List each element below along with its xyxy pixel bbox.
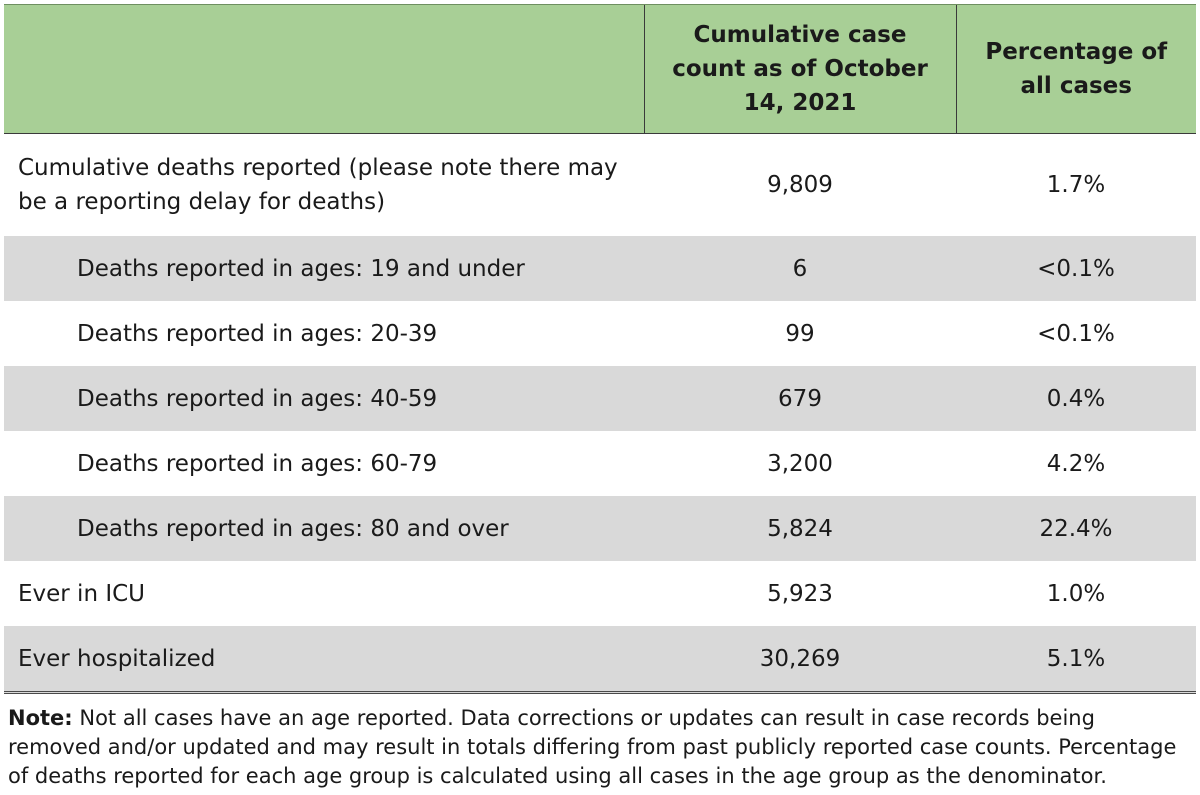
table-row: Ever hospitalized 30,269 5.1%: [4, 626, 1196, 694]
row-count: 5,824: [644, 496, 956, 561]
row-percent: 5.1%: [956, 626, 1196, 694]
data-table-container: Cumulative case count as of October 14, …: [4, 4, 1196, 694]
row-percent: <0.1%: [956, 236, 1196, 301]
table-row: Deaths reported in ages: 19 and under 6 …: [4, 236, 1196, 301]
row-count: 99: [785, 320, 815, 347]
header-empty-cell: [4, 4, 644, 134]
header-percentage: Percentage of all cases: [955, 4, 1196, 134]
table-row: Deaths reported in ages: 60-79 3,200 4.2…: [4, 431, 1196, 496]
table-row: Deaths reported in ages: 80 and over 5,8…: [4, 496, 1196, 561]
row-label: Deaths reported in ages: 80 and over: [4, 496, 644, 561]
row-label: Ever hospitalized: [4, 626, 644, 694]
header-cumulative-count: Cumulative case count as of October 14, …: [643, 4, 956, 134]
row-label: Ever in ICU: [18, 580, 146, 607]
row-label: Deaths reported in ages: 60-79: [77, 450, 438, 477]
row-percent: 1.7%: [1046, 172, 1106, 198]
row-count: 6: [644, 236, 956, 301]
footnote-label: Note:: [8, 706, 73, 730]
table-row: Cumulative deaths reported (please note …: [4, 134, 1196, 237]
row-percent: 0.4%: [956, 366, 1196, 431]
row-count: 679: [644, 366, 956, 431]
row-count: 3,200: [767, 450, 833, 477]
row-label: Deaths reported in ages: 19 and under: [4, 236, 644, 301]
row-label: Deaths reported in ages: 40-59: [4, 366, 644, 431]
row-count: 5,923: [767, 580, 833, 607]
row-label: Cumulative deaths reported (please note …: [18, 155, 618, 215]
row-label: Deaths reported in ages: 20-39: [77, 320, 438, 347]
case-statistics-table: Cumulative case count as of October 14, …: [4, 4, 1196, 694]
row-percent: 1.0%: [1046, 580, 1106, 607]
table-row: Deaths reported in ages: 40-59 679 0.4%: [4, 366, 1196, 431]
row-percent: <0.1%: [1037, 320, 1115, 347]
row-count: 30,269: [644, 626, 956, 694]
table-row: Ever in ICU 5,923 1.0%: [4, 561, 1196, 626]
table-row: Deaths reported in ages: 20-39 99 <0.1%: [4, 301, 1196, 366]
row-percent: 4.2%: [1046, 450, 1106, 477]
header-row: Cumulative case count as of October 14, …: [4, 4, 1196, 134]
row-percent: 22.4%: [956, 496, 1196, 561]
footnote: Note: Not all cases have an age reported…: [8, 704, 1194, 791]
footnote-text: Not all cases have an age reported. Data…: [8, 706, 1177, 788]
row-count: 9,809: [767, 172, 833, 198]
